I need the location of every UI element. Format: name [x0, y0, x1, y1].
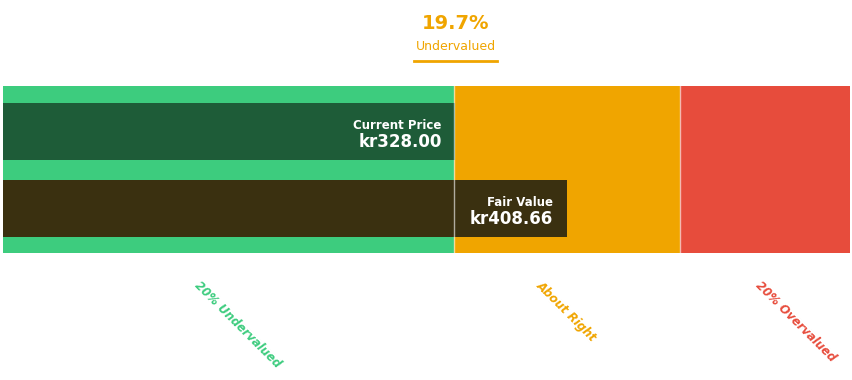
Bar	[679, 86, 849, 253]
Text: 19.7%: 19.7%	[421, 14, 489, 33]
Bar	[3, 103, 455, 160]
Text: 20% Overvalued: 20% Overvalued	[751, 279, 838, 364]
Text: Current Price: Current Price	[353, 119, 441, 132]
Bar	[3, 86, 453, 253]
Bar	[453, 86, 679, 253]
Text: 20% Undervalued: 20% Undervalued	[192, 279, 283, 370]
Bar	[3, 180, 566, 237]
Text: Undervalued: Undervalued	[415, 40, 495, 53]
Text: About Right: About Right	[533, 279, 599, 344]
Text: kr408.66: kr408.66	[469, 210, 552, 228]
Text: Fair Value: Fair Value	[486, 196, 552, 209]
Text: kr328.00: kr328.00	[358, 133, 441, 151]
